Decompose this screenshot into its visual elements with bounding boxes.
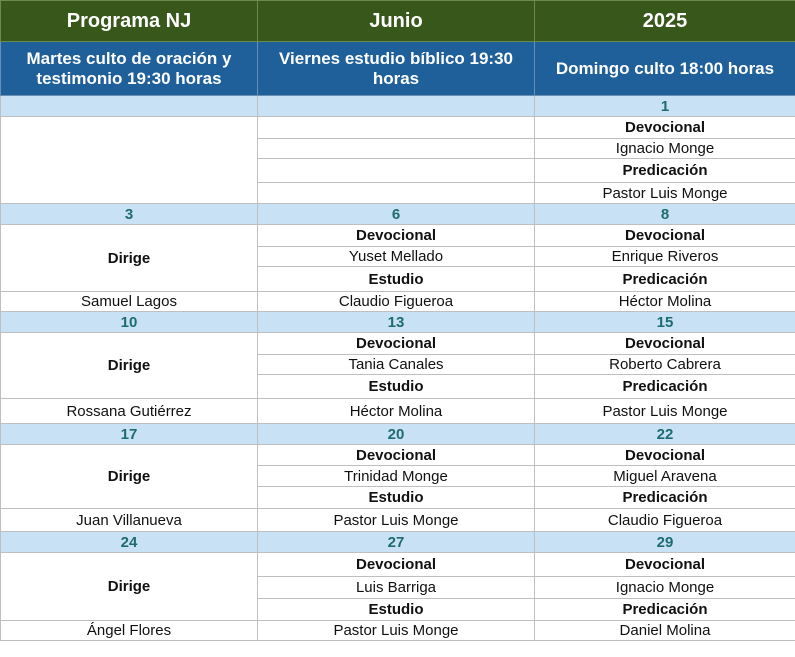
empty-friday-cell[interactable]: [257, 138, 535, 159]
date-sunday[interactable]: 22: [534, 423, 795, 445]
date-tuesday[interactable]: 24: [0, 531, 258, 553]
date-tuesday[interactable]: [0, 95, 258, 117]
tuesday-dirige-name[interactable]: Rossana Gutiérrez: [0, 398, 258, 424]
header-month[interactable]: Junio: [257, 0, 535, 42]
tuesday-dirige-label[interactable]: Dirige: [0, 332, 258, 399]
friday-estudio-name[interactable]: Claudio Figueroa: [257, 291, 535, 312]
friday-devocional-label[interactable]: Devocional: [257, 552, 535, 577]
date-row: 17 20 22: [0, 423, 795, 445]
subheader-friday[interactable]: Viernes estudio bíblico 19:30 horas: [257, 41, 535, 96]
subheader-row: Martes culto de oración y testimonio 19:…: [0, 41, 795, 96]
empty-friday-cell[interactable]: [257, 158, 535, 183]
subheader-sunday[interactable]: Domingo culto 18:00 horas: [534, 41, 795, 96]
sunday-predicacion-name[interactable]: Claudio Figueroa: [534, 508, 795, 532]
sunday-devocional-name[interactable]: Ignacio Monge: [534, 576, 795, 599]
sunday-devocional-label[interactable]: Devocional: [534, 224, 795, 247]
tuesday-dirige-name[interactable]: Ángel Flores: [0, 620, 258, 641]
date-tuesday[interactable]: 17: [0, 423, 258, 445]
friday-devocional-name[interactable]: Tania Canales: [257, 354, 535, 375]
sunday-predicacion-name[interactable]: Héctor Molina: [534, 291, 795, 312]
sunday-devocional-label[interactable]: Devocional: [534, 332, 795, 355]
tuesday-dirige-name[interactable]: Juan Villanueva: [0, 508, 258, 532]
date-tuesday[interactable]: 10: [0, 311, 258, 333]
header-program[interactable]: Programa NJ: [0, 0, 258, 42]
date-friday[interactable]: 6: [257, 203, 535, 225]
header-year[interactable]: 2025: [534, 0, 795, 42]
sunday-predicacion-label[interactable]: Predicación: [534, 158, 795, 183]
sunday-devocional-name[interactable]: Ignacio Monge: [534, 138, 795, 159]
friday-devocional-label[interactable]: Devocional: [257, 332, 535, 355]
date-friday[interactable]: 27: [257, 531, 535, 553]
friday-estudio-label[interactable]: Estudio: [257, 374, 535, 399]
friday-estudio-name[interactable]: Pastor Luis Monge: [257, 508, 535, 532]
tuesday-dirige-label[interactable]: Dirige: [0, 224, 258, 292]
date-row: 10 13 15: [0, 311, 795, 333]
friday-estudio-name[interactable]: Héctor Molina: [257, 398, 535, 424]
sunday-devocional-name[interactable]: Roberto Cabrera: [534, 354, 795, 375]
tuesday-dirige-name[interactable]: Samuel Lagos: [0, 291, 258, 312]
friday-devocional-label[interactable]: Devocional: [257, 224, 535, 247]
friday-devocional-name[interactable]: Luis Barriga: [257, 576, 535, 599]
sunday-devocional-label[interactable]: Devocional: [534, 444, 795, 466]
friday-estudio-name[interactable]: Pastor Luis Monge: [257, 620, 535, 641]
sunday-devocional-label[interactable]: Devocional: [534, 116, 795, 139]
friday-estudio-label[interactable]: Estudio: [257, 598, 535, 621]
date-sunday[interactable]: 29: [534, 531, 795, 553]
empty-friday-cell[interactable]: [257, 116, 535, 139]
friday-devocional-label[interactable]: Devocional: [257, 444, 535, 466]
sunday-predicacion-label[interactable]: Predicación: [534, 266, 795, 292]
date-sunday[interactable]: 1: [534, 95, 795, 117]
date-friday[interactable]: 20: [257, 423, 535, 445]
sunday-devocional-name[interactable]: Enrique Riveros: [534, 246, 795, 267]
date-sunday[interactable]: 15: [534, 311, 795, 333]
subheader-tuesday[interactable]: Martes culto de oración y testimonio 19:…: [0, 41, 258, 96]
friday-devocional-name[interactable]: Trinidad Monge: [257, 465, 535, 487]
sunday-predicacion-name[interactable]: Pastor Luis Monge: [534, 182, 795, 204]
sunday-predicacion-label[interactable]: Predicación: [534, 598, 795, 621]
date-row: 1: [0, 95, 795, 117]
friday-estudio-label[interactable]: Estudio: [257, 486, 535, 509]
sunday-predicacion-label[interactable]: Predicación: [534, 374, 795, 399]
friday-estudio-label[interactable]: Estudio: [257, 266, 535, 292]
sunday-predicacion-name[interactable]: Pastor Luis Monge: [534, 398, 795, 424]
schedule-table: Programa NJ Junio 2025 Martes culto de o…: [0, 0, 795, 641]
tuesday-dirige-label[interactable]: Dirige: [0, 552, 258, 621]
empty-tuesday-cell[interactable]: [0, 116, 258, 204]
date-tuesday[interactable]: 3: [0, 203, 258, 225]
friday-devocional-name[interactable]: Yuset Mellado: [257, 246, 535, 267]
date-sunday[interactable]: 8: [534, 203, 795, 225]
sunday-devocional-label[interactable]: Devocional: [534, 552, 795, 577]
date-row: 24 27 29: [0, 531, 795, 553]
empty-friday-cell[interactable]: [257, 182, 535, 204]
sunday-predicacion-label[interactable]: Predicación: [534, 486, 795, 509]
date-friday[interactable]: 13: [257, 311, 535, 333]
header-row: Programa NJ Junio 2025: [0, 0, 795, 42]
tuesday-dirige-label[interactable]: Dirige: [0, 444, 258, 509]
sunday-predicacion-name[interactable]: Daniel Molina: [534, 620, 795, 641]
date-row: 3 6 8: [0, 203, 795, 225]
date-friday[interactable]: [257, 95, 535, 117]
sunday-devocional-name[interactable]: Miguel Aravena: [534, 465, 795, 487]
